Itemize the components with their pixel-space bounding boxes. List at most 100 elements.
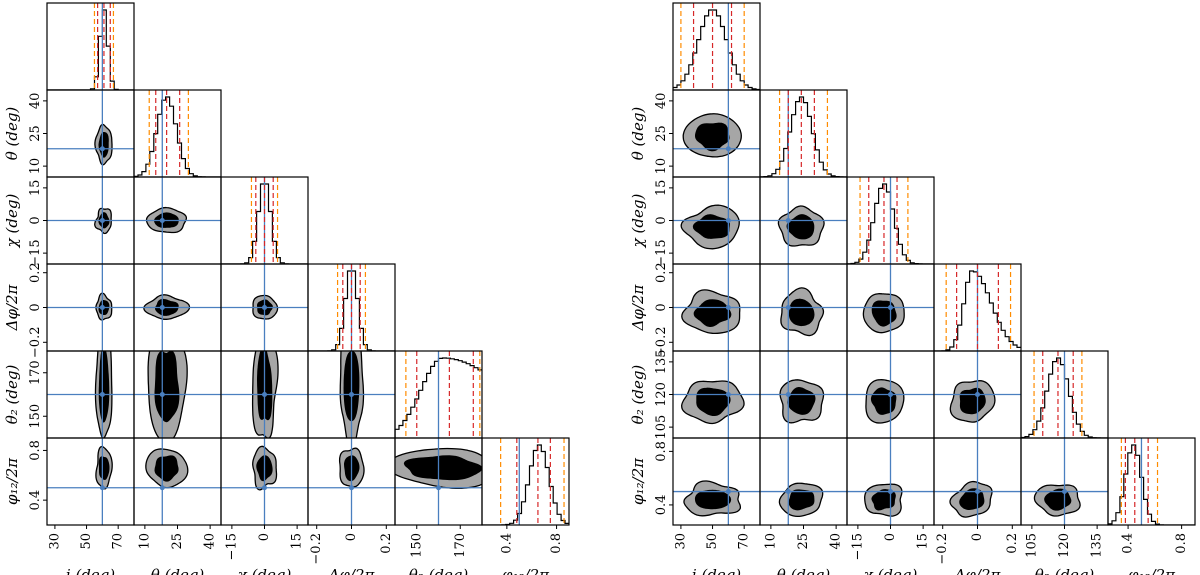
x-tick-label: −0.2 bbox=[935, 533, 950, 565]
panel-phi12-vs-i: 30 50 70 i (deg) 0.4 0.8 φ₁₂/2π bbox=[3, 437, 135, 575]
y-tick-label: 0.8 bbox=[28, 440, 43, 461]
truth-marker bbox=[785, 489, 791, 495]
histogram-line bbox=[47, 9, 134, 90]
y-tick-label: 10 bbox=[654, 158, 669, 175]
x-tick-label: 50 bbox=[705, 533, 720, 550]
x-tick-label: 170 bbox=[453, 533, 468, 558]
truth-marker bbox=[99, 485, 105, 491]
x-tick-label: 30 bbox=[47, 533, 62, 550]
panel-theta2-vs-chi bbox=[846, 350, 935, 439]
panel-phi12-vs-phi12: 0.4 0.8 φ₁₂/2π bbox=[481, 437, 570, 575]
x-tick-label: 70 bbox=[737, 533, 752, 550]
panel-frame bbox=[46, 2, 135, 91]
inner-contour bbox=[693, 299, 732, 328]
panel-phi12-vs-chi: −15 0 15 χ (deg) bbox=[220, 437, 309, 575]
truth-marker bbox=[349, 485, 354, 491]
y-axis-label: θ₂ (deg) bbox=[3, 365, 21, 425]
panel-theta2-vs-chi bbox=[220, 350, 309, 439]
truth-marker bbox=[99, 392, 105, 397]
y-tick-label: −15 bbox=[28, 239, 43, 266]
x-tick-label: 0.8 bbox=[549, 533, 564, 554]
panel-chi-vs-i: −15 0 15 χ (deg) bbox=[629, 176, 761, 267]
inner-contour bbox=[694, 122, 730, 152]
panel-theta-vs-i: 10 25 40 θ (deg) bbox=[3, 89, 135, 178]
x-tick-label: 25 bbox=[170, 533, 185, 550]
truth-marker bbox=[159, 485, 165, 491]
panel-theta2-vs-i: 150 170 θ₂ (deg) bbox=[3, 350, 135, 439]
panel-phi12-vs-theta: 10 25 40 θ (deg) bbox=[133, 437, 222, 575]
panel-frame bbox=[1107, 437, 1196, 526]
truth-marker bbox=[159, 305, 165, 310]
x-tick-label: 150 bbox=[409, 533, 424, 558]
panel-dphi-vs-dphi bbox=[307, 263, 396, 352]
right-corner-plot: 10 25 40 θ (deg) −15 0 15 χ (deg) −0.2 0 0.2 Δφ/2π 1… bbox=[629, 2, 1196, 575]
y-axis-label: Δφ/2π bbox=[629, 283, 647, 331]
inner-contour bbox=[154, 455, 179, 482]
y-tick-label: 0.2 bbox=[654, 262, 669, 283]
x-tick-label: −0.2 bbox=[309, 533, 324, 565]
y-tick-label: 40 bbox=[654, 93, 669, 110]
y-tick-label: 0 bbox=[28, 216, 43, 224]
y-axis-label: θ (deg) bbox=[629, 107, 647, 161]
truth-marker bbox=[262, 305, 267, 310]
x-axis-label: θ (deg) bbox=[777, 566, 831, 575]
panel-theta2-vs-theta bbox=[133, 350, 222, 439]
panel-frame bbox=[46, 89, 135, 178]
x-tick-label: 25 bbox=[796, 533, 811, 550]
panel-chi-vs-chi bbox=[846, 176, 935, 265]
panel-i-vs-i bbox=[46, 2, 135, 91]
x-tick-label: 0.8 bbox=[1174, 533, 1189, 554]
panel-chi-vs-theta bbox=[133, 176, 222, 265]
y-tick-label: 150 bbox=[28, 404, 43, 429]
panel-phi12-vs-theta2: 150 170 θ₂ (deg) bbox=[394, 437, 483, 575]
truth-marker bbox=[725, 489, 731, 495]
panel-phi12-vs-i: 30 50 70 i (deg) 0.4 0.8 φ₁₂/2π bbox=[629, 437, 761, 575]
x-tick-label: 105 bbox=[1024, 533, 1039, 558]
inner-contour bbox=[98, 351, 110, 423]
truth-marker bbox=[975, 392, 980, 397]
y-tick-label: 15 bbox=[28, 180, 43, 197]
x-axis-label: i (deg) bbox=[66, 566, 115, 575]
panel-dphi-vs-theta bbox=[759, 263, 848, 352]
truth-marker bbox=[725, 218, 731, 223]
x-tick-label: 70 bbox=[111, 533, 126, 550]
panel-dphi-vs-theta bbox=[133, 263, 222, 352]
x-tick-label: 0.4 bbox=[1121, 533, 1136, 554]
y-tick-label: 0.4 bbox=[654, 495, 669, 516]
x-tick-label: 135 bbox=[1090, 533, 1105, 558]
panel-frame bbox=[46, 437, 135, 526]
truth-marker bbox=[785, 305, 791, 310]
y-tick-label: 0 bbox=[28, 303, 43, 311]
x-tick-label: −15 bbox=[850, 533, 865, 560]
truth-marker bbox=[888, 392, 893, 397]
truth-marker bbox=[99, 305, 105, 310]
histogram-line bbox=[1108, 444, 1195, 525]
panel-phi12-vs-theta: 10 25 40 θ (deg) bbox=[759, 437, 848, 575]
truth-marker bbox=[262, 392, 267, 397]
x-axis-label: Δφ/2π bbox=[328, 566, 376, 575]
panel-dphi-vs-chi bbox=[220, 263, 309, 352]
left-corner-plot: 10 25 40 θ (deg) −15 0 15 χ (deg) −0.2 0 0.2 Δφ/2π 1… bbox=[3, 2, 570, 575]
x-axis-label: φ₁₂/2π bbox=[1128, 566, 1176, 575]
panel-phi12-vs-theta2: 105 120 135 θ₂ (deg) bbox=[1020, 437, 1109, 575]
x-tick-label: 40 bbox=[203, 533, 218, 550]
histogram-line bbox=[134, 96, 221, 177]
panel-theta-vs-theta bbox=[759, 89, 848, 178]
truth-marker bbox=[975, 489, 980, 495]
panel-chi-vs-chi bbox=[220, 176, 309, 265]
panel-chi-vs-i: −15 0 15 χ (deg) bbox=[3, 176, 135, 267]
truth-marker bbox=[159, 392, 165, 397]
x-axis-label: χ (deg) bbox=[863, 566, 918, 575]
x-axis-label: χ (deg) bbox=[237, 566, 292, 575]
x-axis-label: φ₁₂/2π bbox=[502, 566, 550, 575]
panel-phi12-vs-dphi: −0.2 0 0.2 Δφ/2π bbox=[307, 437, 396, 575]
panel-theta2-vs-theta bbox=[759, 350, 848, 439]
x-axis-label: i (deg) bbox=[692, 566, 741, 575]
y-axis-label: χ (deg) bbox=[3, 194, 21, 249]
x-tick-label: 0 bbox=[344, 533, 359, 541]
panel-phi12-vs-dphi: −0.2 0 0.2 Δφ/2π bbox=[933, 437, 1022, 575]
y-axis-label: θ (deg) bbox=[3, 107, 21, 161]
panel-frame bbox=[481, 437, 570, 526]
x-tick-label: 10 bbox=[137, 533, 152, 550]
